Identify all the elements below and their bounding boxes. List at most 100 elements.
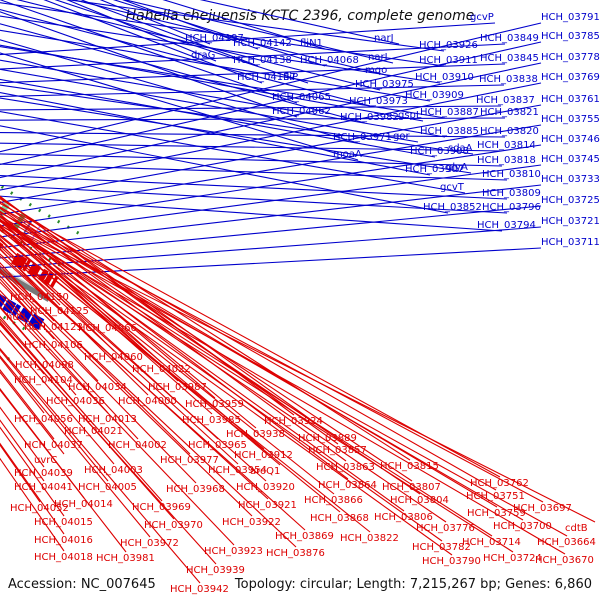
reverse-gene-label: HCH_03804: [390, 495, 449, 506]
forward-gene-label: glyA: [446, 162, 468, 173]
forward-gene-label: HCH_03910: [415, 72, 474, 83]
forward-gene-label: HCH_03838: [479, 74, 538, 85]
forward-gene-label: fliN1: [300, 38, 323, 49]
forward-gene-label: HCH_03809: [482, 188, 541, 199]
reverse-gene-label: HCH_04104: [14, 375, 73, 386]
reverse-leader-line: [0, 299, 235, 546]
forward-leader-line: [0, 44, 424, 122]
forward-gene-label: HCH_03845: [480, 53, 539, 64]
genome-stats-text: Topology: circular; Length: 7,215,267 bp…: [234, 577, 592, 592]
forward-leader-line: [0, 105, 502, 111]
reverse-gene-label: HCH_03714: [462, 537, 521, 548]
reverse-gene-label: HCH_04034: [68, 382, 127, 393]
forward-gene-label: HCH_03745: [541, 154, 600, 165]
reverse-gene-label: HCH_03987: [148, 382, 207, 393]
forward-leader-line: [0, 117, 506, 121]
reverse-leader-line: [0, 243, 267, 482]
reverse-gene-label: HCH_03806: [374, 512, 433, 523]
forward-gene: [0, 293, 7, 309]
forward-gene-label: HCH_03975: [355, 79, 414, 90]
reverse-gene-label: HCH_03969: [132, 502, 191, 513]
reverse-gene-label: HCH_04000: [118, 396, 177, 407]
forward-gene-label: HCH_03982: [340, 112, 399, 123]
reverse-gene-label: HCH_03822: [340, 533, 399, 544]
reverse-gene-label: HCH_03664: [537, 537, 596, 548]
reverse-gene-label: HCH_03912: [234, 450, 293, 461]
forward-gene-label: HCH_03907: [405, 164, 464, 175]
forward-leader-line: [0, 110, 466, 194]
forward-gene-label: HCH_03725: [541, 195, 600, 206]
forward-leader-line: [0, 78, 436, 158]
forward-leader-line: [0, 104, 542, 204]
forward-leader-line: [0, 164, 542, 238]
reverse-gene-label: aroQ1: [250, 466, 280, 477]
reverse-leader-line: [0, 329, 115, 465]
reverse-gene-label: HCH_03782: [412, 542, 471, 553]
forward-gene-label: HCH_04062: [272, 106, 331, 117]
reverse-gene-label: HCH_03857: [308, 445, 367, 456]
forward-gene-label: HCH_04197: [185, 33, 244, 44]
forward-gene-label: HCH_03778: [541, 52, 600, 63]
reverse-leader-line: [0, 218, 447, 523]
reverse-gene-label: HCH_04002: [108, 440, 167, 451]
forward-leader-line: [0, 52, 359, 161]
forward-gene-label: HCH_03909: [405, 90, 464, 101]
reverse-gene-label: HCH_03751: [466, 491, 525, 502]
reverse-leader-line: [0, 234, 341, 513]
reverse-leader-line: [0, 220, 493, 537]
forward-leader-line: [0, 82, 542, 191]
forward-leader-line: [80, 0, 259, 67]
forward-gene-label: HCH_04137: [237, 72, 296, 83]
forward-leader-line: [0, 124, 542, 215]
forward-gene-label: HCH_03721: [541, 216, 600, 227]
reverse-gene-label: HCH_03807: [382, 482, 441, 493]
forward-leader-line: [72, 0, 391, 77]
forward-gene-label: HCH_03837: [476, 95, 535, 106]
reverse-gene-label: HCH_04060: [84, 352, 143, 363]
reverse-gene-label: HCH_04098: [15, 360, 74, 371]
forward-gene-label: HCH_03852: [423, 202, 482, 213]
reverse-leader-line: [0, 347, 201, 584]
reverse-gene-label: HCH_03724: [483, 553, 542, 564]
forward-leader-line: [66, 0, 445, 52]
forward-gene-label: HCH_03911: [419, 55, 478, 66]
forward-leader-line: [0, 2, 445, 67]
reverse-gene-label: hutI: [6, 312, 26, 323]
forward-leader-line: [0, 175, 508, 200]
reverse-gene-label: HCH_03700: [493, 521, 552, 532]
reverse-leader-line: [0, 239, 219, 440]
forward-leader-line: [0, 15, 441, 84]
forward-leader-line: [0, 22, 542, 153]
forward-gene-label: HCH_03711: [541, 237, 600, 248]
reverse-leader-line: [0, 268, 297, 548]
reverse-leader-line: [0, 293, 109, 414]
forward-leader-line: [0, 142, 503, 152]
reverse-leader-line: [0, 215, 163, 364]
reverse-gene-label: HCH_03924: [264, 416, 323, 427]
forward-gene-label: HCH_03926: [419, 40, 478, 51]
forward-leader-line: [0, 9, 375, 108]
reverse-gene-label: HCH_03670: [535, 555, 594, 566]
reverse-leader-line: [0, 213, 216, 399]
forward-leader-line: [0, 92, 431, 176]
forward-gene-label: HCH_03794: [477, 220, 536, 231]
reverse-gene-label: HCH_03938: [226, 429, 285, 440]
forward-gene-label: HCH_03796: [482, 202, 541, 213]
reverse-leader-line: [0, 225, 443, 542]
reverse-gene-label: HCH_04013: [78, 414, 137, 425]
forward-leader-line: [16, 0, 381, 91]
reverse-leader-line: [0, 281, 197, 484]
reverse-leader-line: [0, 323, 217, 565]
reverse-gene-label: HCH_03776: [416, 523, 475, 534]
forward-gene-label: HCH_04065: [272, 92, 331, 103]
reverse-gene-label: HCH_04056: [14, 414, 73, 425]
reverse-leader-line: [0, 264, 191, 455]
reverse-gene-label: HCH_04022: [132, 364, 191, 375]
forward-gene-label: HCH_04138: [233, 55, 292, 66]
forward-leader-line: [0, 41, 542, 166]
forward-leader-line: [0, 22, 496, 56]
reverse-leader-line: [0, 226, 335, 495]
reverse-gene: [49, 275, 59, 288]
